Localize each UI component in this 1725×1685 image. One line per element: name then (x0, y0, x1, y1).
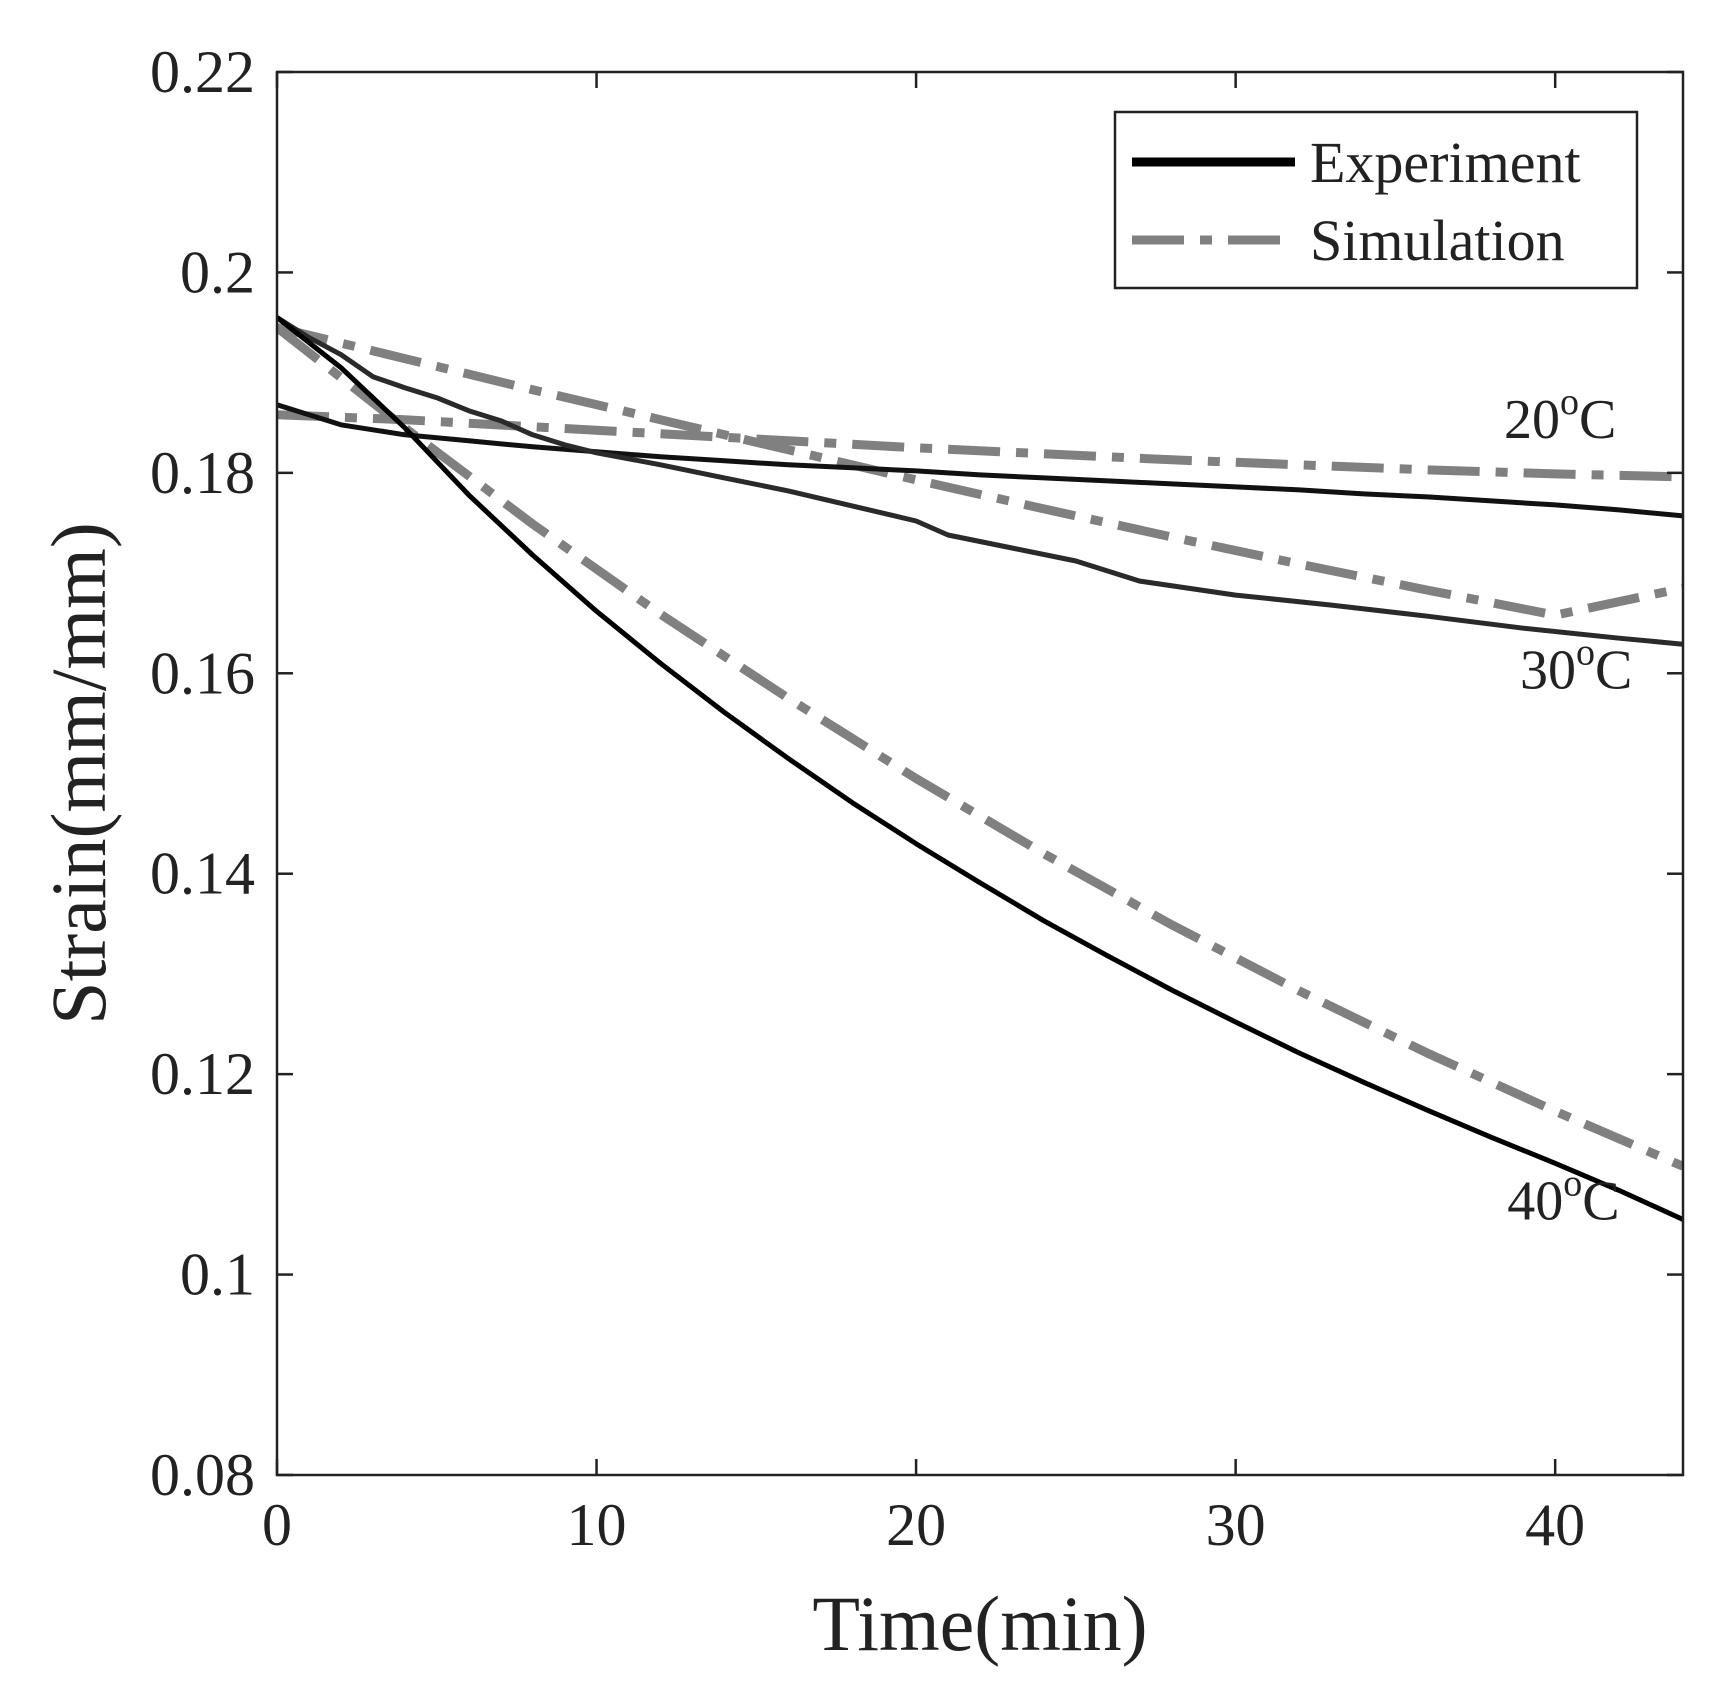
y-tick-label: 0.2 (180, 239, 255, 305)
series-line-5 (277, 323, 1683, 1171)
axes-layer (275, 70, 1685, 1477)
temperature-annotation-0: 20oC (1504, 381, 1616, 451)
x-tick-label: 20 (886, 1492, 946, 1558)
series-line-0 (277, 402, 1683, 519)
legend-label: Experiment (1310, 130, 1581, 195)
y-tick-label: 0.16 (150, 640, 255, 706)
x-tick-label: 0 (262, 1492, 292, 1558)
annotation-value: 40 (1507, 1170, 1563, 1232)
x-tick-label: 40 (1525, 1492, 1585, 1558)
temperature-annotation-1: 30oC (1520, 631, 1632, 701)
y-tick-label: 0.22 (150, 39, 255, 105)
y-tick-label: 0.08 (150, 1442, 255, 1508)
annotation-degree: o (1563, 1162, 1582, 1204)
y-tick-label: 0.12 (150, 1041, 255, 1107)
legend-label: Simulation (1310, 208, 1565, 273)
legend: Experiment Simulation (1113, 110, 1639, 290)
labels-layer: 0 10 20 30 40 0.08 0.1 0.12 0.14 0.16 0.18 0.2 0.22 T… (35, 39, 1632, 1667)
x-axis-title: Time(min) (812, 1580, 1147, 1667)
annotation-degree: o (1576, 631, 1595, 673)
y-axis-title: Strain(mm/mm) (35, 522, 122, 1025)
temperature-annotation-2: 40oC (1507, 1162, 1619, 1232)
y-tick-label: 0.1 (180, 1242, 255, 1308)
annotation-unit: C (1579, 389, 1616, 451)
annotation-unit: C (1595, 639, 1632, 701)
y-tick-label: 0.18 (150, 440, 255, 506)
legend-box (1113, 110, 1639, 290)
plot-frame (275, 70, 1685, 1477)
series-line-1 (277, 315, 1683, 647)
annotation-value: 30 (1520, 639, 1576, 701)
series-line-3 (277, 410, 1683, 482)
y-tick-label: 0.14 (150, 841, 255, 907)
annotation-degree: o (1560, 381, 1579, 423)
x-tick-label: 30 (1206, 1492, 1266, 1558)
series-line-2 (277, 315, 1683, 1222)
x-tick-label: 10 (567, 1492, 627, 1558)
annotation-value: 20 (1504, 389, 1560, 451)
series-line-4 (277, 323, 1683, 620)
data-lines-layer (277, 315, 1683, 1222)
annotation-unit: C (1582, 1170, 1619, 1232)
